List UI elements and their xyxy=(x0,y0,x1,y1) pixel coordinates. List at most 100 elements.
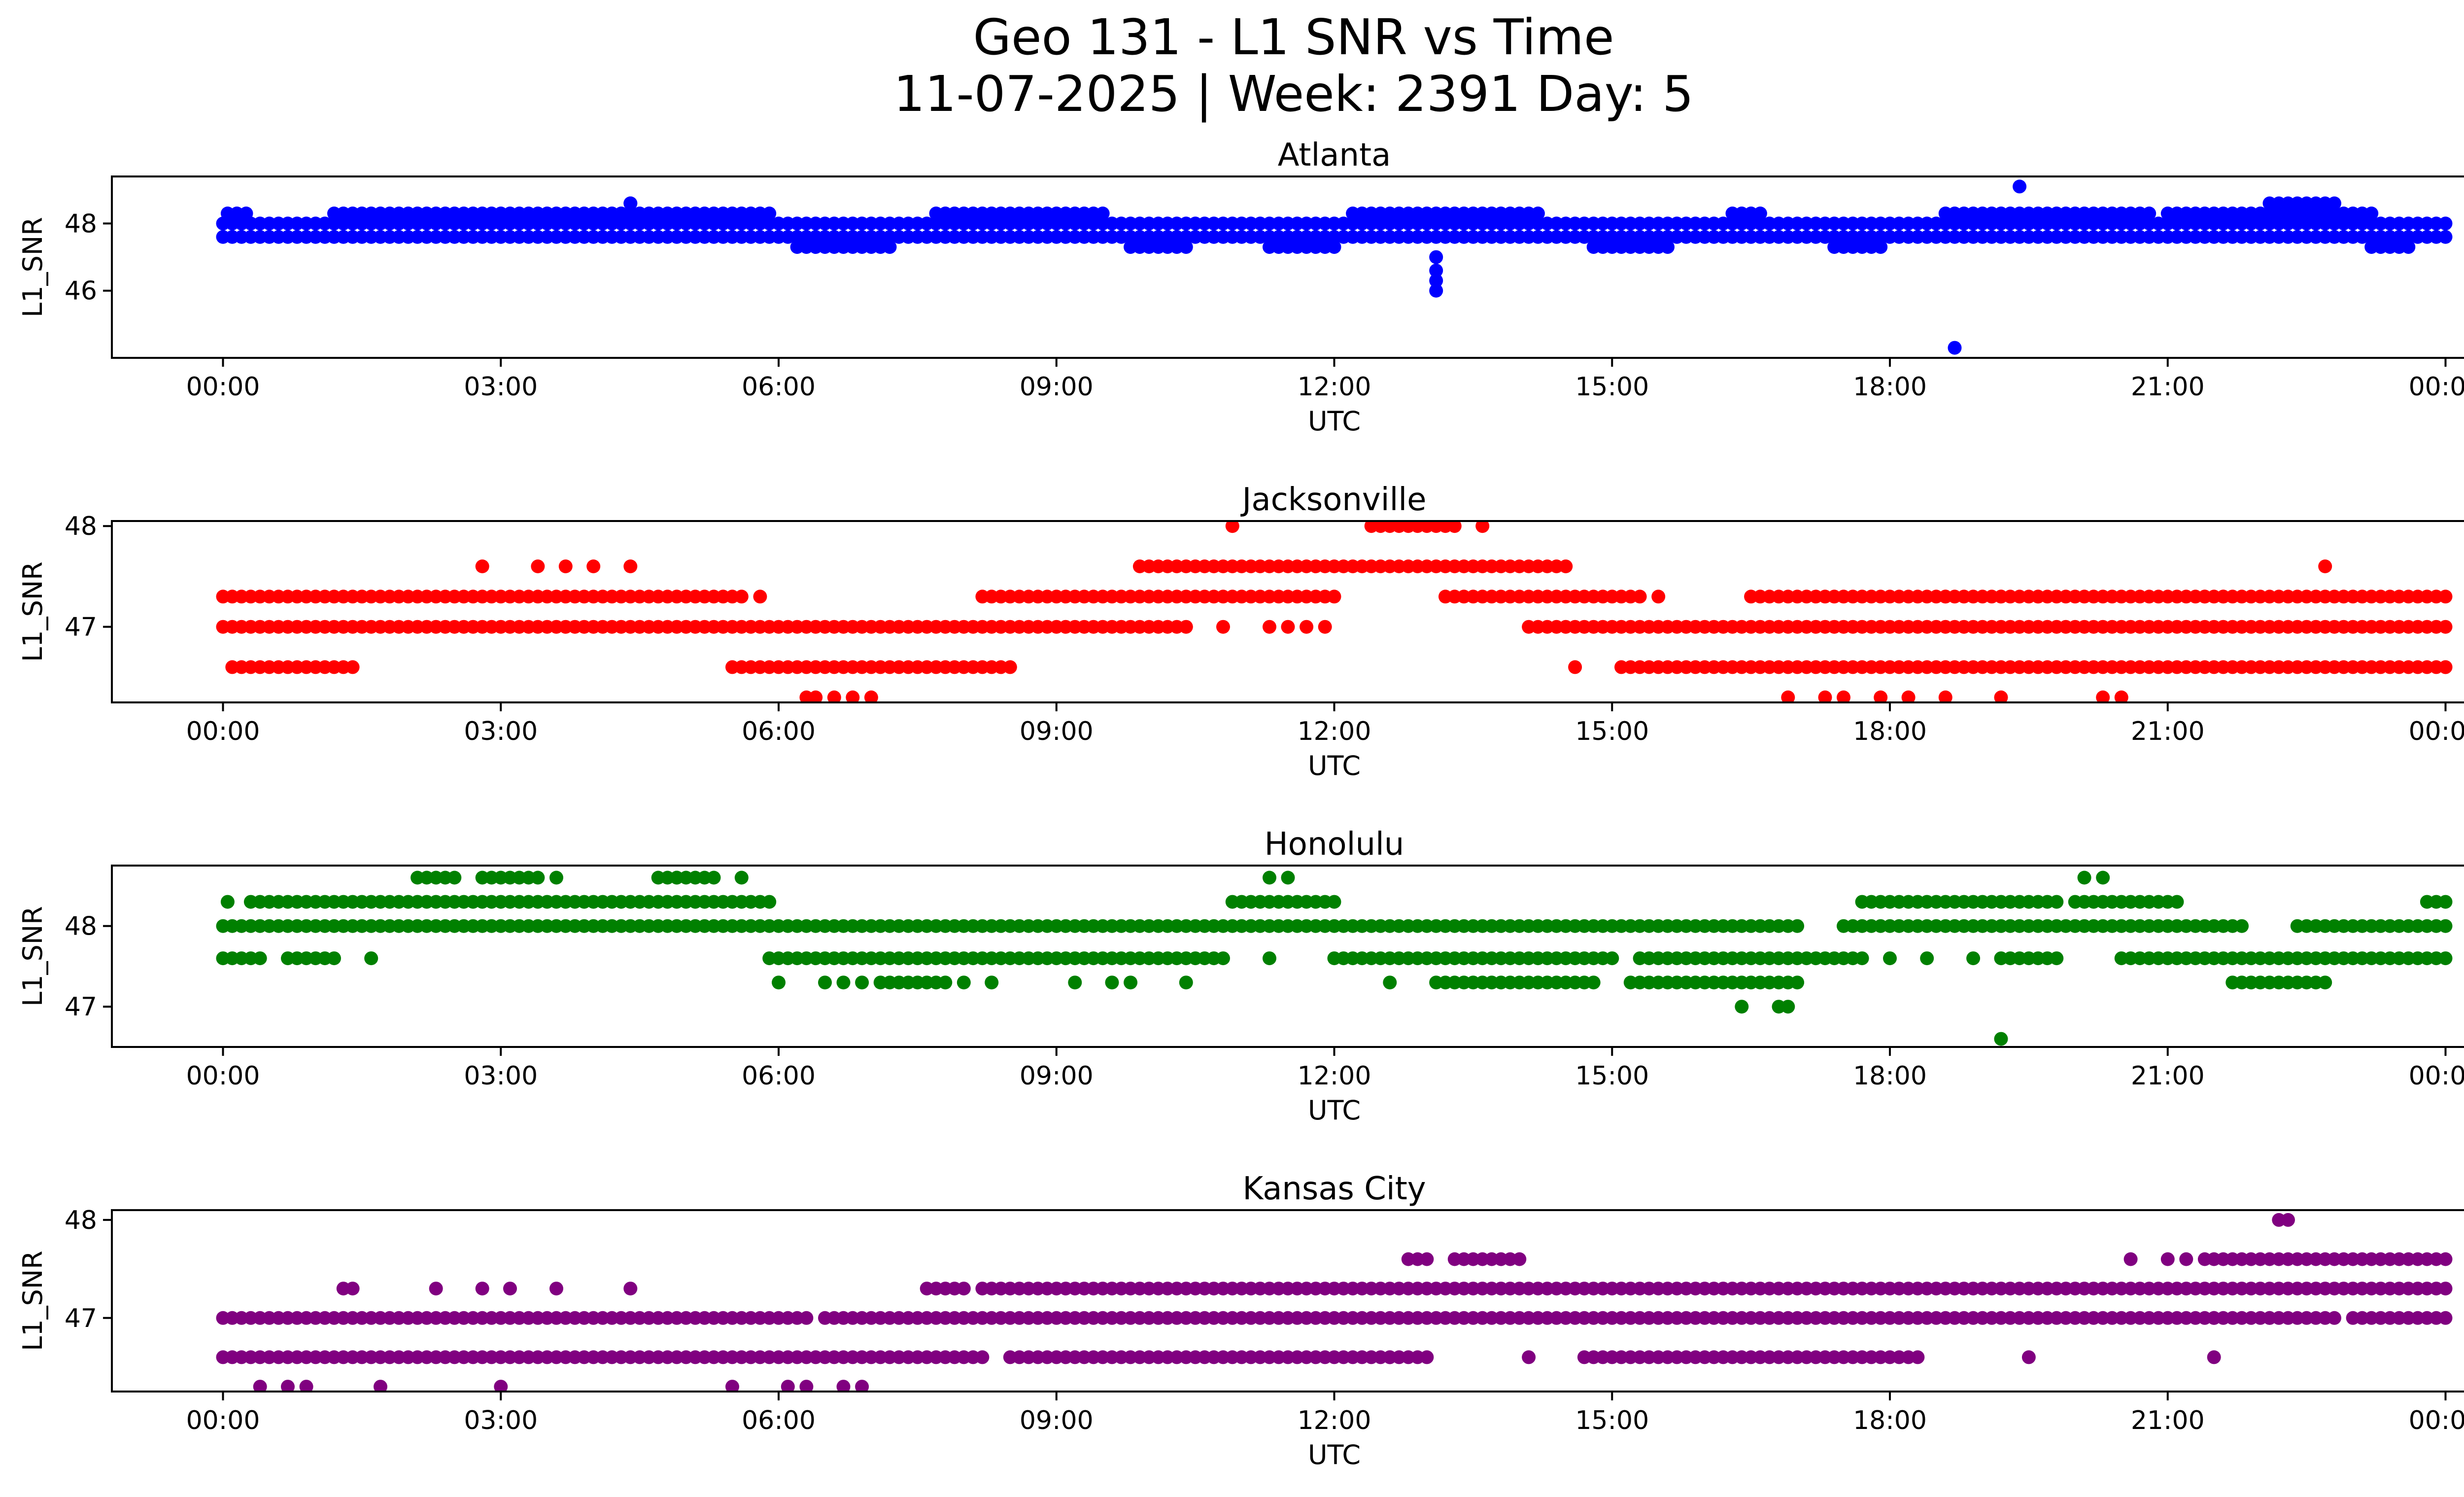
x-tick-label: 00:00 xyxy=(2409,1061,2464,1091)
snr-point xyxy=(2438,590,2453,604)
x-tick-label: 03:00 xyxy=(464,372,538,402)
snr-point xyxy=(364,951,378,966)
snr-point xyxy=(2013,179,2027,194)
snr-point xyxy=(2262,1311,2277,1325)
snr-point xyxy=(1605,951,1619,966)
x-tick-label: 06:00 xyxy=(742,717,816,746)
snr-point xyxy=(281,1380,295,1392)
y-tick-label: 47 xyxy=(65,613,97,642)
x-tick-label: 15:00 xyxy=(1575,1406,1649,1435)
snr-point xyxy=(1938,690,1952,702)
snr-point xyxy=(799,1380,814,1392)
snr-point xyxy=(1263,620,1276,634)
snr-point xyxy=(1874,690,1888,702)
snr-point xyxy=(494,1380,508,1392)
snr-point xyxy=(1429,274,1443,288)
snr-point xyxy=(1586,975,1601,990)
y-tick-label: 48 xyxy=(65,912,97,941)
snr-point xyxy=(1874,240,1888,254)
x-tick-label: 21:00 xyxy=(2131,1406,2205,1435)
snr-point xyxy=(1633,590,1647,604)
snr-point xyxy=(1105,975,1119,990)
y-tick-label: 46 xyxy=(65,277,97,306)
x-tick-label: 09:00 xyxy=(1020,372,1094,402)
x-tick-label: 12:00 xyxy=(1298,717,1371,746)
snr-point xyxy=(1781,690,1795,702)
snr-point xyxy=(475,559,489,573)
snr-point xyxy=(1522,1350,1536,1364)
snr-point xyxy=(734,870,749,885)
snr-point xyxy=(836,1380,851,1392)
snr-point xyxy=(2123,1252,2138,1266)
x-tick-label: 03:00 xyxy=(464,1406,538,1435)
snr-point xyxy=(1837,690,1850,702)
snr-point xyxy=(2197,590,2212,604)
snr-point xyxy=(1994,1032,2008,1046)
snr-point xyxy=(1327,895,1341,909)
x-tick-label: 09:00 xyxy=(1020,1061,1094,1091)
snr-point xyxy=(725,1380,739,1392)
snr-point xyxy=(1911,1350,1925,1364)
snr-point xyxy=(1948,341,1962,355)
snr-point xyxy=(549,870,563,885)
snr-point xyxy=(2438,230,2453,244)
snr-point xyxy=(239,207,253,220)
snr-point xyxy=(1531,207,1545,220)
x-tick-label: 12:00 xyxy=(1298,372,1371,402)
x-tick-label: 00:00 xyxy=(186,372,260,402)
axes-frame xyxy=(111,1209,2464,1393)
chart-subtitle: 11-07-2025 | Week: 2391 Day: 5 xyxy=(893,65,1693,123)
snr-point xyxy=(1735,1000,1749,1014)
snr-point xyxy=(2050,951,2064,966)
snr-point xyxy=(1003,660,1017,674)
snr-point xyxy=(1420,1252,1434,1266)
snr-point xyxy=(1855,951,1869,966)
x-tick-label: 18:00 xyxy=(1853,717,1927,746)
snr-point xyxy=(2438,620,2453,634)
snr-point xyxy=(2021,1350,2036,1364)
y-tick-label: 47 xyxy=(65,1304,97,1333)
snr-point xyxy=(1383,1350,1397,1364)
snr-point xyxy=(957,975,971,990)
snr-point xyxy=(938,975,953,990)
snr-point xyxy=(1263,951,1276,966)
snr-point xyxy=(1753,207,1767,220)
snr-point xyxy=(2438,951,2453,966)
snr-point xyxy=(2096,690,2110,702)
snr-point xyxy=(1068,975,1082,990)
snr-point xyxy=(2160,1252,2175,1266)
snr-point xyxy=(855,975,869,990)
snr-point xyxy=(1429,250,1443,264)
snr-point xyxy=(1327,240,1341,254)
snr-point xyxy=(2142,207,2156,220)
panel-title: Jacksonville xyxy=(1240,482,1427,518)
snr-point xyxy=(2207,1350,2221,1364)
snr-point xyxy=(1429,263,1443,278)
snr-point xyxy=(1095,207,1110,220)
snr-point xyxy=(1179,240,1193,254)
snr-point xyxy=(253,1380,267,1392)
snr-point xyxy=(1475,521,1490,533)
snr-point xyxy=(1420,1350,1434,1364)
snr-point xyxy=(781,1380,795,1392)
snr-point xyxy=(447,870,462,885)
x-tick-label: 00:00 xyxy=(186,717,260,746)
snr-point xyxy=(1318,620,1332,634)
x-tick-label: 06:00 xyxy=(742,372,816,402)
x-tick-label: 00:00 xyxy=(2409,372,2464,402)
snr-point xyxy=(2318,559,2332,573)
snr-point xyxy=(975,1350,990,1364)
snr-point xyxy=(855,1380,869,1392)
snr-point xyxy=(1568,660,1582,674)
x-axis-label: UTC xyxy=(1308,406,1361,437)
snr-point xyxy=(345,660,360,674)
snr-point xyxy=(1938,590,1952,604)
snr-point xyxy=(1994,590,2008,604)
snr-point xyxy=(846,690,860,702)
snr-point xyxy=(2438,1252,2453,1266)
snr-point xyxy=(1281,620,1295,634)
x-axis-label: UTC xyxy=(1308,1439,1361,1470)
snr-point xyxy=(2170,895,2184,909)
snr-point xyxy=(1179,975,1193,990)
snr-point xyxy=(2235,919,2249,933)
